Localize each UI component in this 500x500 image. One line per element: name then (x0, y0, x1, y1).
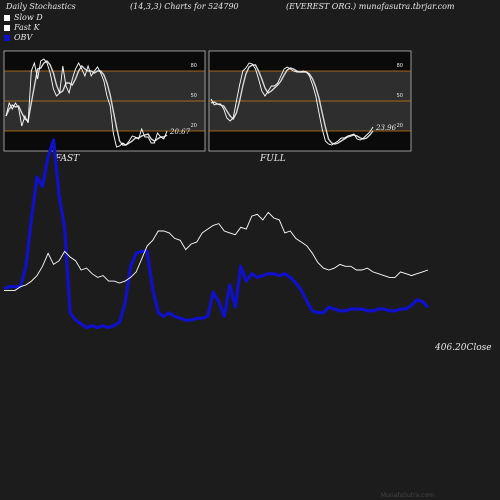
fast-panel-title: FAST (54, 154, 80, 164)
legend-obv-label: OBV (14, 33, 33, 42)
fast-end-value: 20.67 (169, 128, 191, 136)
obv-line (3, 138, 430, 330)
full-panel-title: FULL (259, 154, 286, 164)
full-fast-k-line (210, 62, 374, 146)
legend-slow-d-swatch (4, 15, 10, 21)
legend-obv: OBV (4, 33, 32, 42)
full-tick-label-50: 50 (397, 93, 403, 99)
close-label: 406.20Close (434, 343, 492, 353)
price-line (4, 211, 429, 291)
legend-fast-k: Fast K (4, 23, 40, 32)
fast-fast-k-line (5, 58, 168, 148)
legend-obv-swatch (4, 35, 10, 41)
site-label: (EVEREST ORG.) munafasutra.tbrjar.com (286, 2, 455, 11)
legend-fast-k-swatch (4, 25, 10, 31)
full-slow-d-line (210, 64, 374, 145)
fast-tick-label-80: 80 (191, 63, 197, 69)
full-end-value: 23.96 (375, 124, 397, 132)
legend-fast-k-label: Fast K (14, 23, 40, 32)
legend-slow-d: Slow D (4, 13, 43, 22)
chart-params: (14,3,3) Charts for 524790 (130, 2, 239, 11)
full-tick-label-80: 80 (397, 63, 403, 69)
fast-tick-label-50: 50 (191, 93, 197, 99)
watermark: MunafaSutra.com (380, 492, 434, 499)
full-tick-label-20: 20 (397, 123, 403, 129)
chart-title: Daily Stochastics (6, 2, 76, 11)
fast-tick-label-20: 20 (191, 123, 197, 129)
legend-slow-d-label: Slow D (14, 13, 43, 22)
